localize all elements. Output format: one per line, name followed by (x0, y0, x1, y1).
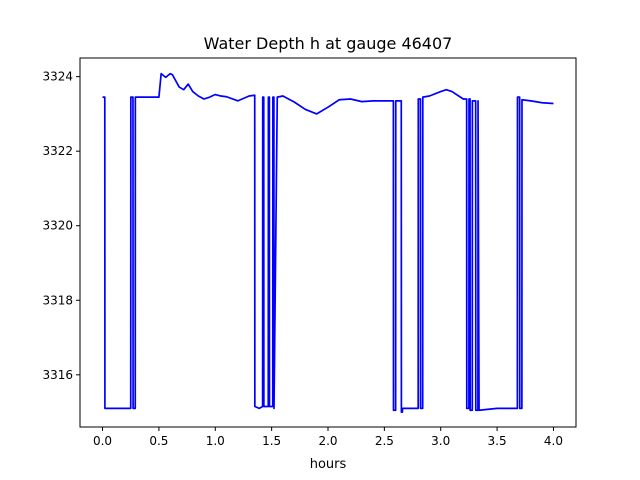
x-tick-label: 1.0 (206, 434, 225, 448)
x-tick-label: 0.5 (149, 434, 168, 448)
y-tick-label: 3322 (42, 144, 73, 158)
plot-area (102, 72, 554, 413)
x-axis-label: hours (310, 457, 347, 472)
x-tick-label: 0.0 (93, 434, 112, 448)
y-axis-ticks: 3316 3318 3320 3322 3324 (42, 70, 80, 382)
y-tick-label: 3324 (42, 70, 73, 84)
x-axis-ticks: 0.0 0.5 1.0 1.5 2.0 2.5 3.0 3.5 4.0 (93, 427, 563, 448)
x-tick-label: 2.0 (318, 434, 337, 448)
x-tick-label: 4.0 (544, 434, 563, 448)
x-tick-label: 3.5 (488, 434, 507, 448)
axes-frame (79, 57, 577, 428)
y-tick-label: 3316 (42, 368, 73, 382)
x-tick-label: 1.5 (262, 434, 281, 448)
chart-title: Water Depth h at gauge 46407 (204, 34, 453, 53)
series-line-0 (102, 72, 554, 413)
x-tick-label: 2.5 (375, 434, 394, 448)
x-tick-label: 3.0 (431, 434, 450, 448)
y-tick-label: 3320 (42, 219, 73, 233)
y-tick-label: 3318 (42, 293, 73, 307)
